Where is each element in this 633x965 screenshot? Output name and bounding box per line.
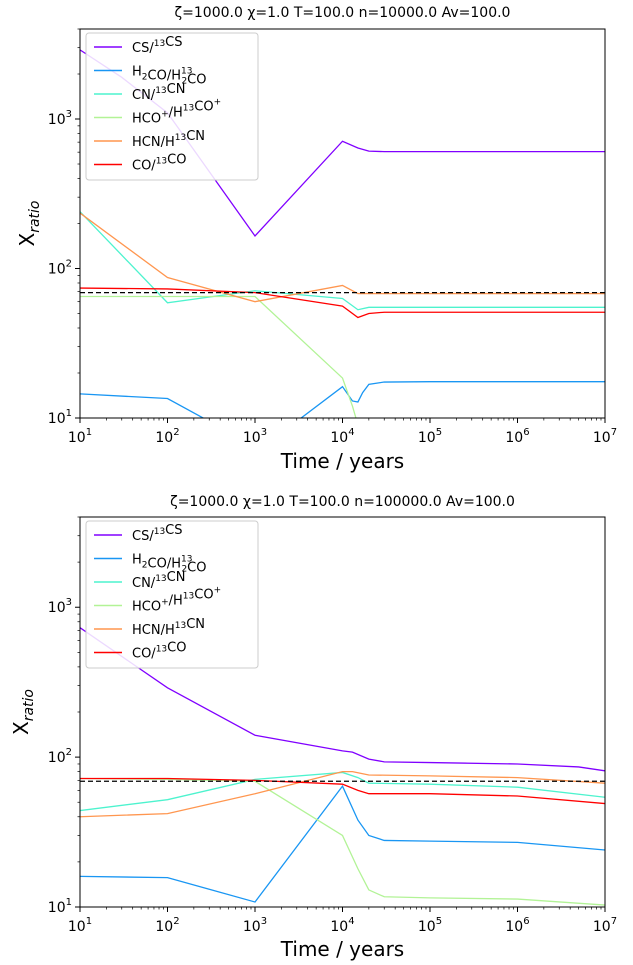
legend-entry-2: CN/13CN: [132, 570, 185, 591]
legend-entry-4: HCN/H13CN: [132, 129, 205, 150]
x-tick-label: 105: [418, 916, 442, 935]
chart-title: ζ=1000.0 χ=1.0 T=100.0 n=100000.0 Av=100…: [170, 494, 515, 510]
y-axis: 101 102 103: [48, 516, 80, 916]
legend-box: [85, 32, 259, 181]
x-tick-label: 104: [330, 427, 354, 446]
series-line-3: [80, 295, 357, 418]
legend-entry-0: CS/13CS: [132, 35, 183, 56]
legend-entry-2: CN/13CN: [132, 82, 185, 103]
legend-entry-5: CO/13CO: [132, 641, 186, 662]
x-tick-label: 102: [155, 916, 179, 935]
x-axis: 101 102 103 104 105 106 107: [68, 418, 617, 446]
y-tick-label: 102: [48, 259, 72, 278]
x-tick-label: 103: [243, 427, 267, 446]
x-tick-label: 102: [155, 427, 179, 446]
y-axis: 101 102 103: [48, 28, 80, 427]
chart-title: ζ=1000.0 χ=1.0 T=100.0 n=10000.0 Av=100.…: [175, 5, 511, 21]
chart-top: ζ=1000.0 χ=1.0 T=100.0 n=10000.0 Av=100.…: [15, 5, 617, 473]
x-tick-label: 106: [505, 427, 529, 446]
y-tick-label: 102: [48, 747, 72, 766]
x-tick-label: 101: [68, 916, 92, 935]
x-tick-label: 106: [505, 916, 529, 935]
plot-area: [80, 49, 605, 418]
chart-bottom: ζ=1000.0 χ=1.0 T=100.0 n=100000.0 Av=100…: [9, 494, 617, 961]
legend-entry-3: HCO+/H13CO+: [132, 586, 221, 615]
x-tick-label: 101: [68, 427, 92, 446]
x-axis-label: Time / years: [280, 937, 404, 961]
legend-entry-0: CS/13CS: [132, 523, 183, 544]
y-axis-label: Xratio: [15, 201, 43, 247]
legend: CS/13CS H2CO/H13 2COCN/13CNHCO+/H13CO+HCN/…: [85, 520, 259, 669]
x-tick-label: 104: [330, 916, 354, 935]
series-line-4: [80, 770, 605, 818]
y-axis-label: Xratio: [9, 689, 37, 735]
legend-entry-4: HCN/H13CN: [132, 617, 205, 638]
series-line-3: [80, 777, 605, 906]
legend-entry-1: H2CO/H13 2CO: [132, 553, 206, 576]
legend: CS/13CS H2CO/H13 2COCN/13CNHCO+/H13CO+HCN/…: [85, 32, 259, 181]
series-line-0: [80, 627, 605, 772]
y-tick-label: 101: [48, 897, 72, 916]
series-line-4: [80, 212, 605, 303]
x-axis: 101 102 103 104 105 106 107: [68, 907, 617, 935]
series-line-5: [80, 287, 605, 319]
x-tick-label: 103: [243, 916, 267, 935]
plot-area: [80, 627, 605, 906]
series-line-5: [80, 777, 605, 805]
y-tick-label: 101: [48, 408, 72, 427]
y-tick-label: 103: [48, 597, 72, 616]
x-tick-label: 107: [593, 427, 617, 446]
x-tick-label: 105: [418, 427, 442, 446]
series-line-2: [80, 211, 605, 311]
series-line-1: [80, 784, 605, 903]
series-line-2: [80, 771, 605, 812]
x-tick-label: 107: [593, 916, 617, 935]
legend-entry-5: CO/13CO: [132, 153, 186, 174]
x-axis-label: Time / years: [280, 449, 404, 473]
legend-box: [85, 520, 259, 669]
legend-entry-3: HCO+/H13CO+: [132, 98, 221, 127]
y-tick-label: 103: [48, 109, 72, 128]
legend-entry-1: H2CO/H13 2CO: [132, 65, 206, 88]
series-line-1: [80, 381, 605, 418]
